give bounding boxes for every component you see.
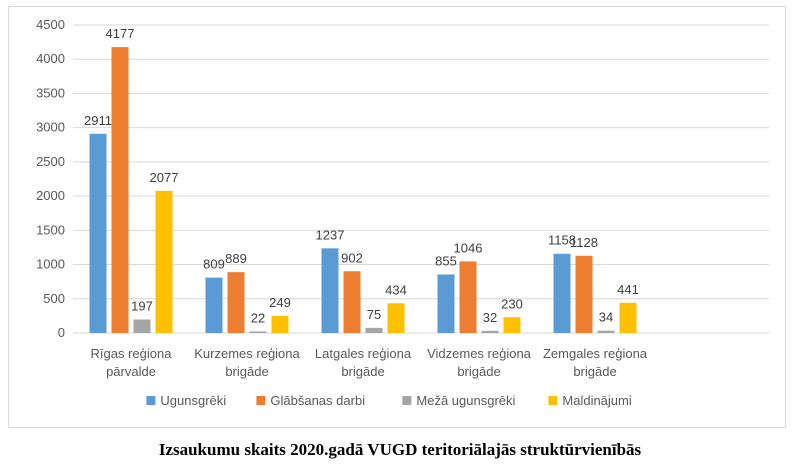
data-label: 1158 [548,233,576,248]
y-tick-label: 4000 [36,51,65,66]
bar [503,317,521,333]
y-tick-label: 1500 [36,222,65,237]
x-category-label: brigāde [341,364,384,379]
legend-label: Glābšanas darbi [270,393,365,408]
legend-swatch [548,396,558,405]
bar [597,330,615,333]
data-label: 22 [251,310,265,325]
legend-label: Maldinājumi [562,393,631,408]
x-category-label: brigāde [457,364,500,379]
bar [249,331,267,333]
x-category-label: brigāde [225,364,268,379]
data-label: 855 [435,253,457,268]
x-category-label: Kurzemes reģiona [194,346,300,361]
legend-swatch [402,396,412,405]
y-tick-label: 1000 [36,257,65,272]
bar [481,330,499,333]
data-label: 249 [269,295,291,310]
figure-caption: Izsaukumu skaits 2020.gadā VUGD teritori… [158,440,642,459]
x-category-label: Latgales reģiona [315,346,412,361]
data-label: 230 [501,296,523,311]
y-tick-label: 2000 [36,188,65,203]
data-label: 34 [599,310,613,325]
data-label: 2911 [84,113,112,128]
bar [619,302,637,333]
bar [343,271,361,333]
bar [437,274,455,333]
x-category-label: brigāde [573,364,616,379]
y-tick-label: 500 [43,291,65,306]
bar [321,248,339,333]
data-label: 32 [483,310,497,325]
bar [459,261,477,333]
y-tick-label: 2500 [36,154,65,169]
data-label: 2077 [150,170,179,185]
data-label: 4177 [106,26,135,41]
data-label: 1128 [570,235,598,250]
data-label: 902 [341,250,363,265]
bar [365,327,383,333]
bar [387,303,405,333]
data-label: 1046 [454,240,483,255]
legend-swatch [146,396,156,405]
y-tick-label: 4500 [36,17,65,32]
bar [111,47,129,334]
legend-label: Mežā ugunsgrēki [416,393,515,408]
bar [575,255,593,333]
bar [553,253,571,333]
bar [133,319,151,333]
x-category-label: pārvalde [106,364,156,379]
bar-chart: 0 500 1000 1500 2000 2500 3000 3500 4000 4500 2911… [36,17,769,408]
bar [89,133,107,333]
x-category-label: Rīgas reģiona [91,346,173,361]
data-label: 809 [203,257,225,272]
data-label: 1237 [316,227,345,242]
data-label: 441 [617,282,639,297]
chart-frame: 0 500 1000 1500 2000 2500 3000 3500 4000 4500 2911… [8,6,786,428]
y-tick-label: 3500 [36,85,65,100]
data-label: 434 [385,282,407,297]
bar [205,277,223,333]
legend-label: Ugunsgrēki [160,393,226,408]
y-tick-label: 0 [58,325,65,340]
x-category-label: Vidzemes reģiona [427,346,532,361]
data-label: 197 [131,299,153,314]
data-label: 75 [367,307,381,322]
bar [227,272,245,333]
data-label: 889 [225,251,247,266]
x-category-label: Zemgales reģiona [543,346,648,361]
bar [271,315,289,333]
y-tick-label: 3000 [36,120,65,135]
legend-swatch [256,396,266,405]
bar [155,190,173,333]
